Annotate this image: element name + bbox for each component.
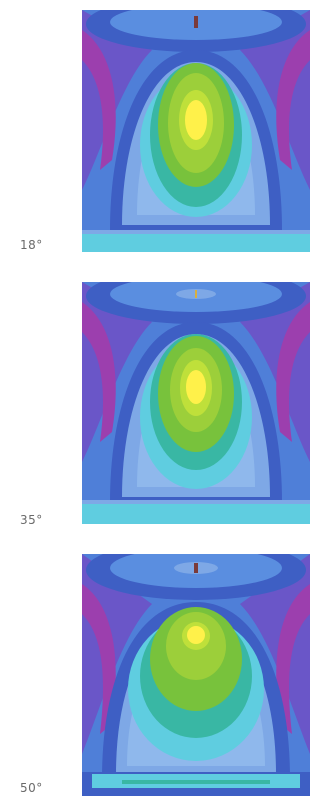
contour-plot xyxy=(82,10,310,252)
top-marker xyxy=(194,16,198,28)
contour-peak xyxy=(186,370,206,404)
contour-panel-50 xyxy=(82,554,310,796)
bottom-band-edge xyxy=(82,230,310,234)
angle-label: 35° xyxy=(20,513,43,527)
right-magenta xyxy=(276,302,310,442)
left-magenta xyxy=(82,302,116,442)
left-magenta xyxy=(82,584,116,734)
contour-peak xyxy=(187,626,205,644)
bottom-band-core xyxy=(122,780,270,784)
top-marker xyxy=(195,290,197,298)
angle-label: 50° xyxy=(20,781,43,795)
top-marker xyxy=(194,563,198,573)
contour-peak xyxy=(185,100,207,140)
bottom-band-edge xyxy=(82,500,310,504)
contour-plot xyxy=(82,282,310,524)
contour-panel-35 xyxy=(82,282,310,524)
right-magenta xyxy=(276,584,310,734)
right-magenta xyxy=(276,30,310,170)
contour-plot xyxy=(82,554,310,796)
angle-label: 18° xyxy=(20,238,43,252)
left-magenta xyxy=(82,30,116,170)
bottom-band xyxy=(82,230,310,252)
bottom-band xyxy=(82,502,310,524)
contour-panel-18 xyxy=(82,10,310,252)
